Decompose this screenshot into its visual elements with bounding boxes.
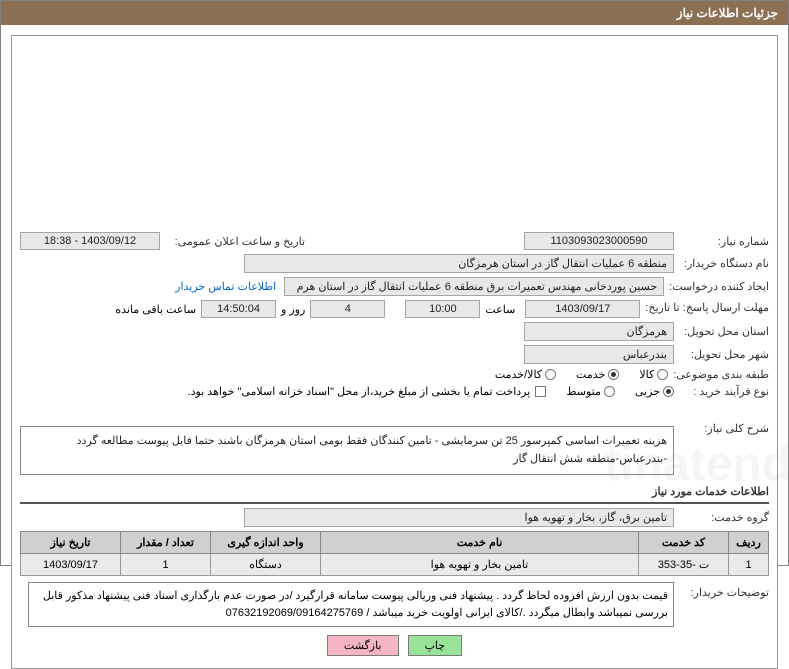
- th-date: تاریخ نیاز: [21, 532, 121, 554]
- th-name: نام خدمت: [321, 532, 639, 554]
- deadline-clock: 14:50:04: [201, 300, 276, 318]
- need-desc-label: شرح کلی نیاز:: [674, 422, 769, 435]
- deadline-remaining-label: ساعت باقی مانده: [115, 303, 196, 316]
- th-qty: تعداد / مقدار: [121, 532, 211, 554]
- province-value: هرمزگان: [524, 322, 674, 341]
- service-group-value: تامین برق، گاز، بخار و تهویه هوا: [244, 508, 674, 527]
- radio-minor-label: جزیی: [635, 385, 660, 398]
- td-code: ت -35-353: [639, 554, 729, 576]
- td-qty: 1: [121, 554, 211, 576]
- announce-label: تاریخ و ساعت اعلان عمومی:: [160, 235, 305, 248]
- buyer-org-value: منطقه 6 عملیات انتقال گاز در استان هرمزگ…: [244, 254, 674, 273]
- payment-checkbox[interactable]: [535, 386, 546, 397]
- buyer-notes-box: قیمت بدون ارزش افزوده لحاظ گردد . پیشنها…: [28, 582, 674, 627]
- category-radio-group: کالا خدمت کالا/خدمت: [495, 368, 668, 381]
- radio-minor[interactable]: جزیی: [635, 385, 674, 398]
- service-group-label: گروه خدمت:: [674, 511, 769, 524]
- radio-goods[interactable]: کالا: [639, 368, 668, 381]
- radio-medium-label: متوسط: [566, 385, 601, 398]
- deadline-time-label: ساعت: [485, 303, 515, 316]
- page-title: جزئیات اطلاعات نیاز: [677, 6, 778, 20]
- td-unit: دستگاه: [211, 554, 321, 576]
- services-table: ردیف کد خدمت نام خدمت واحد اندازه گیری ت…: [20, 531, 769, 576]
- deadline-days-label: روز و: [281, 303, 305, 316]
- radio-goods-icon: [657, 369, 668, 380]
- radio-both-label: کالا/خدمت: [495, 368, 542, 381]
- need-desc-box: هزینه تعمیرات اساسی کمپرسور 25 تن سرمایش…: [20, 426, 674, 475]
- radio-medium-icon: [604, 386, 615, 397]
- deadline-date: 1403/09/17: [525, 300, 640, 318]
- radio-minor-icon: [663, 386, 674, 397]
- need-number-label: شماره نیاز:: [674, 235, 769, 248]
- divider: [20, 502, 769, 504]
- page-header: جزئیات اطلاعات نیاز: [1, 1, 788, 25]
- td-date: 1403/09/17: [21, 554, 121, 576]
- contact-link[interactable]: اطلاعات تماس خریدار: [175, 280, 276, 293]
- th-row: ردیف: [729, 532, 769, 554]
- radio-both-icon: [545, 369, 556, 380]
- radio-medium[interactable]: متوسط: [566, 385, 615, 398]
- td-name: تامین بخار و تهویه هوا: [321, 554, 639, 576]
- province-label: استان محل تحویل:: [674, 325, 769, 338]
- deadline-days: 4: [310, 300, 385, 318]
- purchase-type-label: نوع فرآیند خرید :: [674, 385, 769, 398]
- radio-service[interactable]: خدمت: [576, 368, 619, 381]
- deadline-label: مهلت ارسال پاسخ: تا تاریخ:: [640, 302, 769, 315]
- th-code: کد خدمت: [639, 532, 729, 554]
- deadline-time: 10:00: [405, 300, 480, 318]
- radio-service-label: خدمت: [576, 368, 605, 381]
- radio-goods-label: کالا: [639, 368, 654, 381]
- announce-value: 1403/09/12 - 18:38: [20, 232, 160, 250]
- category-label: طبقه بندی موضوعی:: [668, 368, 769, 381]
- requester-value: حسین پوردخانی مهندس تعمیرات برق منطقه 6 …: [284, 277, 664, 296]
- form-frame: tinatender.net شماره نیاز: 1103093023000…: [11, 35, 778, 669]
- radio-both[interactable]: کالا/خدمت: [495, 368, 556, 381]
- buyer-notes-label: توضیحات خریدار:: [674, 582, 769, 599]
- back-button[interactable]: بازگشت: [327, 635, 399, 656]
- requester-label: ایجاد کننده درخواست:: [664, 280, 769, 293]
- th-unit: واحد اندازه گیری: [211, 532, 321, 554]
- print-button[interactable]: چاپ: [408, 635, 463, 656]
- city-value: بندرعباس: [524, 345, 674, 364]
- purchase-type-group: جزیی متوسط: [566, 385, 674, 398]
- services-section-title: اطلاعات خدمات مورد نیاز: [20, 485, 769, 498]
- table-row: 1 ت -35-353 تامین بخار و تهویه هوا دستگا…: [21, 554, 769, 576]
- city-label: شهر محل تحویل:: [674, 348, 769, 361]
- payment-note: پرداخت تمام یا بخشی از مبلغ خرید،از محل …: [188, 385, 531, 398]
- radio-service-icon: [608, 369, 619, 380]
- need-number-value: 1103093023000590: [524, 232, 674, 250]
- buyer-org-label: نام دستگاه خریدار:: [674, 257, 769, 270]
- td-row: 1: [729, 554, 769, 576]
